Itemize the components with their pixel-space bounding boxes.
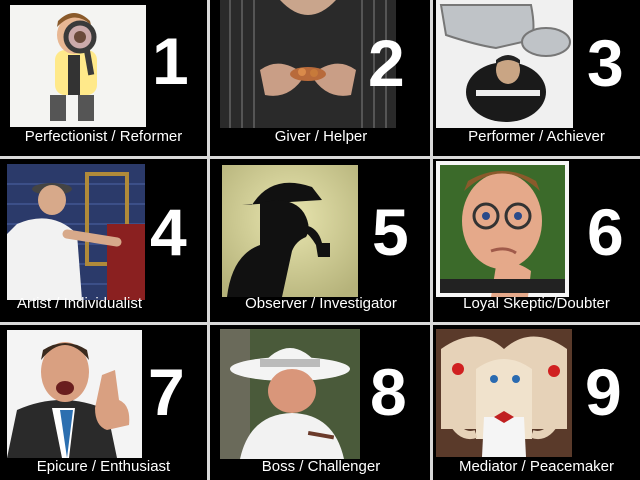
tile-3-label: Performer / Achiever — [468, 128, 605, 145]
tile-7: 7 Epicure / Enthusiast — [0, 325, 207, 480]
tile-4-label: Artist / Individualist — [16, 295, 143, 312]
tile-2: 2 Giver / Helper — [212, 0, 430, 154]
tile-5-label: Observer / Investigator — [245, 295, 397, 312]
tile-7-label: Epicure / Enthusiast — [36, 458, 171, 475]
tile-6-photo — [436, 161, 569, 297]
tile-5-photo — [222, 165, 358, 297]
tile-1: 1 Perfectionist / Reformer — [0, 0, 207, 154]
tile-8-label: Boss / Challenger — [261, 458, 381, 475]
divider-v1 — [207, 0, 210, 480]
tile-5-number: 5 — [372, 195, 409, 269]
tile-3-number: 3 — [587, 26, 624, 100]
divider-v2 — [430, 0, 433, 480]
tile-8-photo — [220, 329, 360, 459]
tile-5: 5 Observer / Investigator — [212, 159, 430, 322]
tile-6-number: 6 — [587, 195, 624, 269]
tile-1-photo — [10, 5, 146, 127]
tile-1-number: 1 — [152, 24, 189, 98]
tile-1-label: Perfectionist / Reformer — [24, 128, 183, 145]
tile-2-label: Giver / Helper — [274, 128, 368, 145]
tile-7-number: 7 — [148, 355, 185, 429]
tile-2-photo — [220, 0, 396, 128]
tile-3: 3 Performer / Achiever — [433, 0, 640, 154]
tile-6: 6 Loyal Skeptic/Doubter — [433, 159, 640, 322]
tile-4-number: 4 — [150, 195, 187, 269]
tile-8: 8 Boss / Challenger — [212, 325, 430, 480]
tile-9-photo — [436, 329, 572, 457]
tile-9: 9 Mediator / Peacemaker — [433, 325, 640, 480]
tile-4: 4 Artist / Individualist — [0, 159, 207, 322]
tile-3-photo — [436, 0, 573, 128]
tile-2-number: 2 — [368, 26, 405, 100]
tile-4-photo — [7, 164, 145, 300]
tile-6-label: Loyal Skeptic/Doubter — [463, 295, 610, 312]
tile-8-number: 8 — [370, 355, 407, 429]
divider-h2 — [0, 322, 640, 325]
divider-h1 — [0, 156, 640, 159]
tile-7-photo — [7, 330, 142, 458]
tile-9-number: 9 — [585, 355, 622, 429]
tile-9-label: Mediator / Peacemaker — [458, 458, 615, 475]
